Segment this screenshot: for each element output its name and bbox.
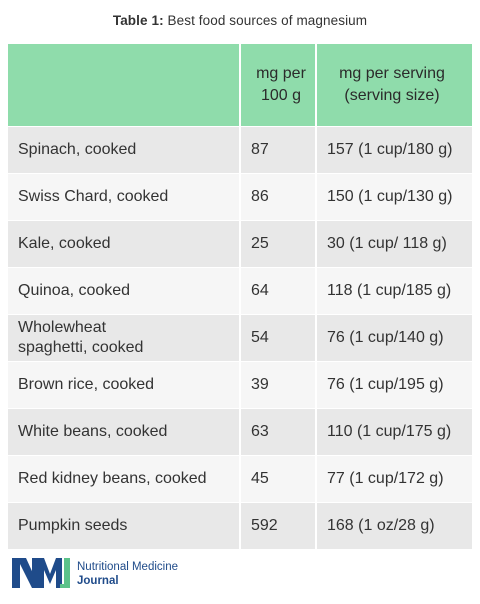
cell-mg-per-100g: 87 <box>240 126 317 174</box>
cell-food: Red kidney beans, cooked <box>8 455 241 503</box>
journal-line-1: Nutritional Medicine <box>77 561 178 573</box>
table-row: Quinoa, cooked 64 118 (1 cup/185 g) <box>8 267 472 315</box>
table-header: mg per 100 g mg per serving (serving siz… <box>8 44 472 127</box>
magnesium-table: mg per 100 g mg per serving (serving siz… <box>8 44 472 549</box>
header-row: mg per 100 g mg per serving (serving siz… <box>8 44 472 127</box>
header-cell-mg-per-serving: mg per serving (serving size) <box>316 44 472 127</box>
cell-food: Quinoa, cooked <box>8 267 241 315</box>
table-row: Wholewheat spaghetti, cooked 54 76 (1 cup/… <box>8 314 472 362</box>
cell-mg-per-serving: 76 (1 cup/140 g) <box>316 314 472 362</box>
table-row: Pumpkin seeds 592 168 (1 oz/28 g) <box>8 502 472 549</box>
cell-food: White beans, cooked <box>8 408 241 456</box>
cell-food: Pumpkin seeds <box>8 502 241 549</box>
cell-mg-per-100g: 25 <box>240 220 317 268</box>
cell-mg-per-serving: 168 (1 oz/28 g) <box>316 502 472 549</box>
cell-food: Spinach, cooked <box>8 126 241 174</box>
table-body: Spinach, cooked 87 157 (1 cup/180 g) Swiss … <box>8 126 472 549</box>
journal-line-2: Journal <box>77 575 119 587</box>
journal-name: Nutritional Medicine Journal <box>77 560 178 588</box>
header-cell-mg-per-100g: mg per 100 g <box>240 44 317 127</box>
cell-mg-per-serving: 77 (1 cup/172 g) <box>316 455 472 503</box>
table-title: Table 1: Best food sources of magnesium <box>0 13 480 28</box>
cell-mg-per-100g: 63 <box>240 408 317 456</box>
cell-mg-per-100g: 39 <box>240 361 317 409</box>
title-text: Best food sources of magnesium <box>163 13 368 28</box>
header-cell-food <box>8 44 241 127</box>
cell-mg-per-100g: 64 <box>240 267 317 315</box>
table-row: Spinach, cooked 87 157 (1 cup/180 g) <box>8 126 472 174</box>
cell-mg-per-serving: 76 (1 cup/195 g) <box>316 361 472 409</box>
cell-mg-per-100g: 592 <box>240 502 317 549</box>
cell-food: Brown rice, cooked <box>8 361 241 409</box>
table-row: White beans, cooked 63 110 (1 cup/175 g) <box>8 408 472 456</box>
nmj-logo <box>12 558 70 588</box>
cell-mg-per-100g: 86 <box>240 173 317 221</box>
cell-mg-per-serving: 157 (1 cup/180 g) <box>316 126 472 174</box>
title-label: Table 1: <box>112 13 164 28</box>
cell-food: Swiss Chard, cooked <box>8 173 241 221</box>
cell-food: Wholewheat spaghetti, cooked <box>8 314 241 362</box>
cell-mg-per-serving: 110 (1 cup/175 g) <box>316 408 472 456</box>
cell-mg-per-serving: 30 (1 cup/ 118 g) <box>316 220 472 268</box>
cell-mg-per-serving: 118 (1 cup/185 g) <box>316 267 472 315</box>
table-row: Kale, cooked 25 30 (1 cup/ 118 g) <box>8 220 472 268</box>
cell-mg-per-serving: 150 (1 cup/130 g) <box>316 173 472 221</box>
cell-food: Kale, cooked <box>8 220 241 268</box>
table-row: Red kidney beans, cooked 45 77 (1 cup/172 … <box>8 455 472 503</box>
cell-mg-per-100g: 54 <box>240 314 317 362</box>
cell-mg-per-100g: 45 <box>240 455 317 503</box>
table-row: Swiss Chard, cooked 86 150 (1 cup/130 g) <box>8 173 472 221</box>
table-row: Brown rice, cooked 39 76 (1 cup/195 g) <box>8 361 472 409</box>
